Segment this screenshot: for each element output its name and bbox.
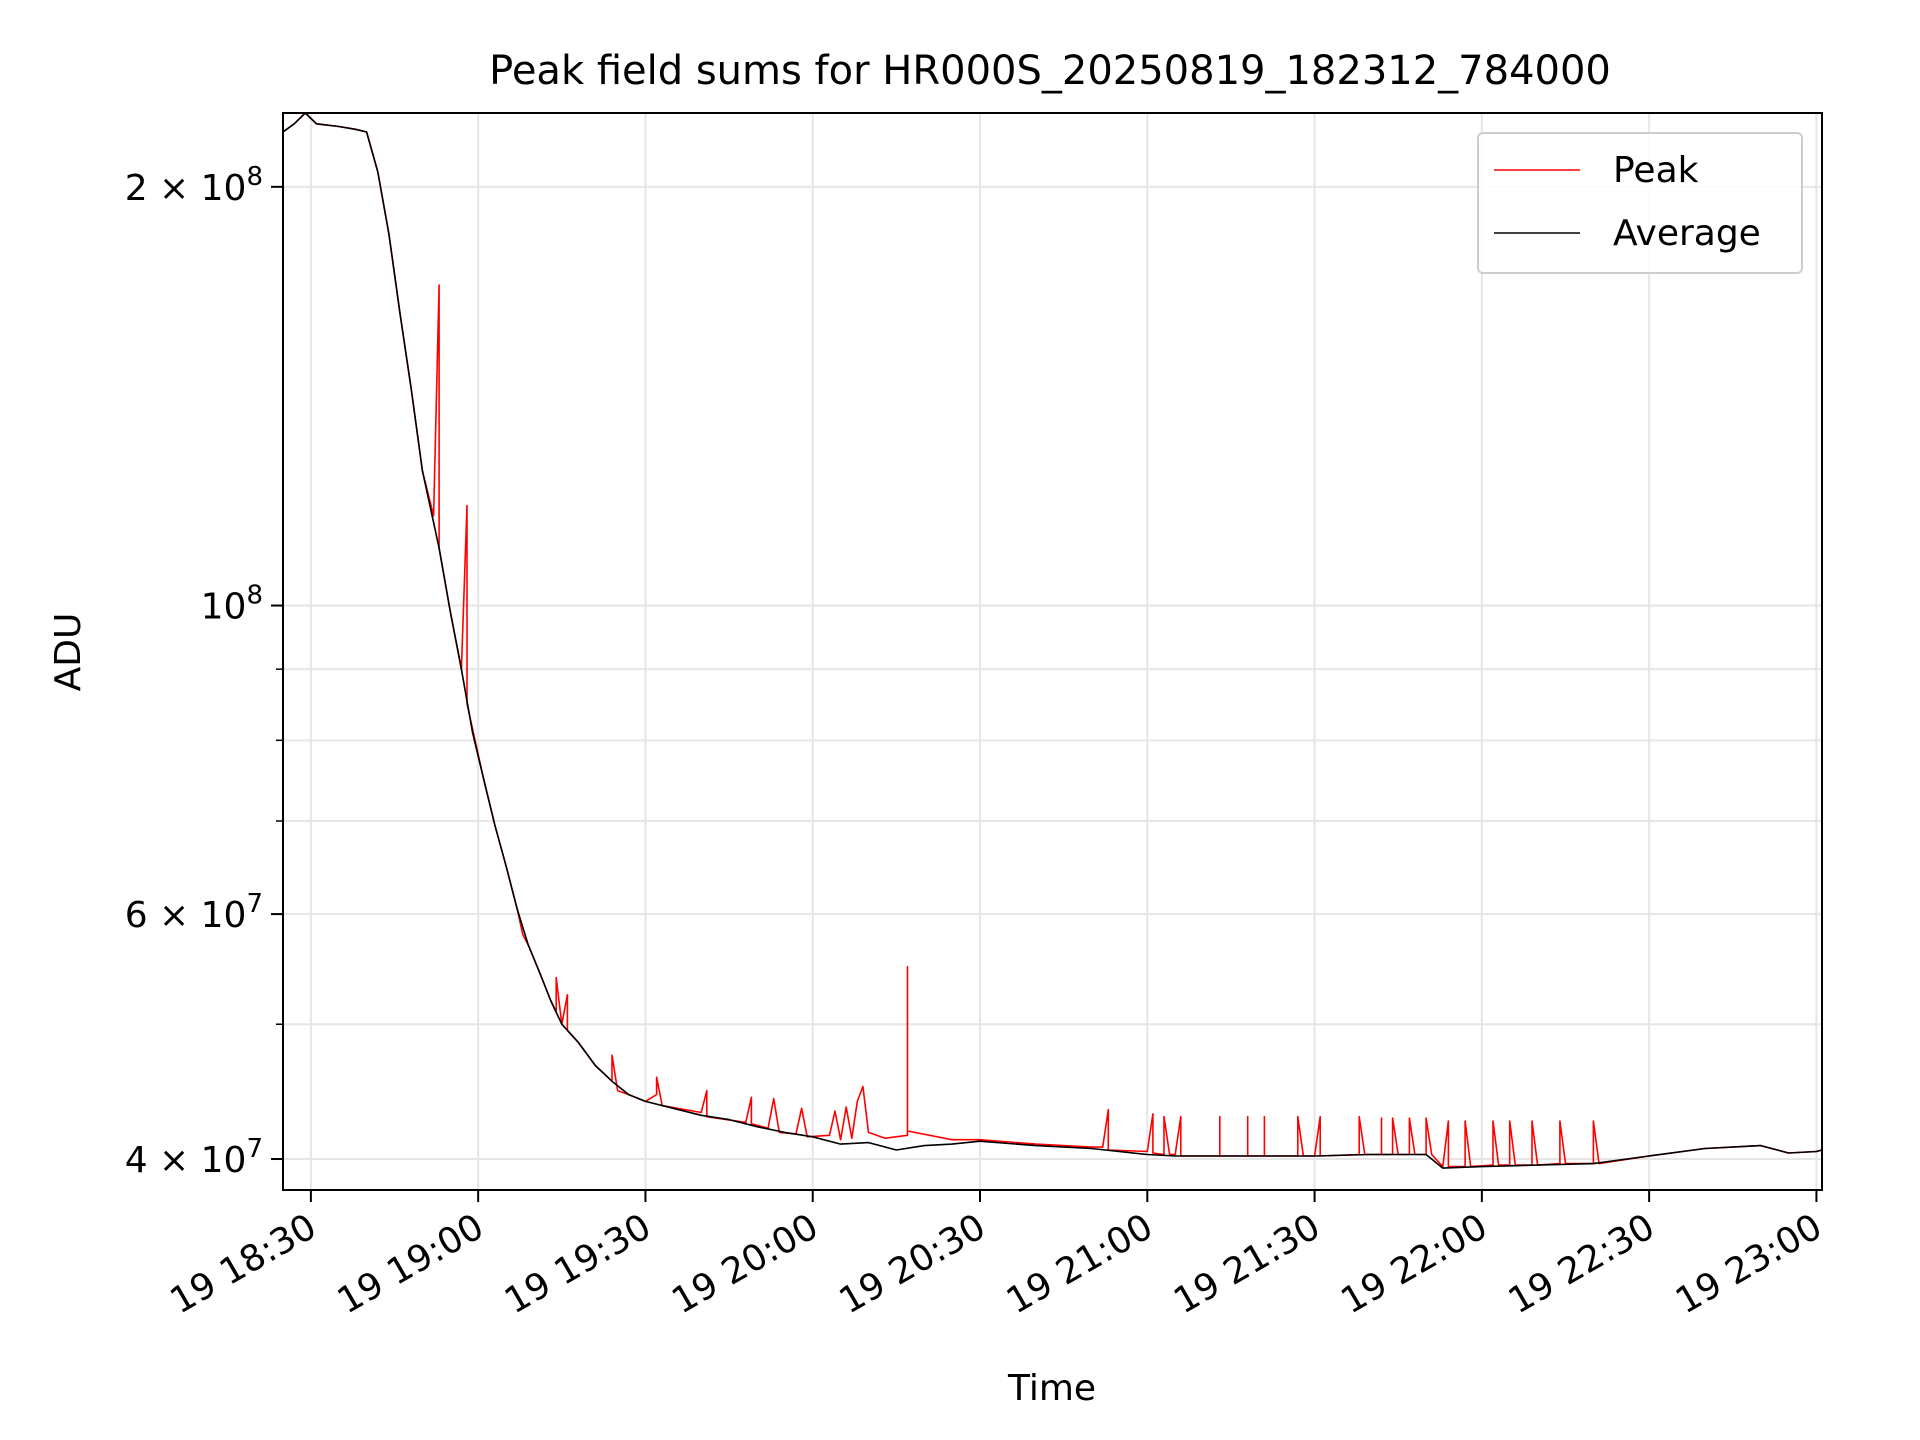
y-tick-label: 6 × 107 bbox=[125, 889, 263, 936]
plot-series bbox=[282, 112, 1823, 1169]
y-axis-label: ADU bbox=[48, 613, 89, 692]
y-tick-label: 4 × 107 bbox=[125, 1134, 263, 1181]
series-line-average bbox=[282, 112, 1823, 1169]
chart-title: Peak field sums for HR000S_20250819_1823… bbox=[489, 48, 1611, 94]
legend-peak-label: Peak bbox=[1613, 150, 1699, 191]
axes-frame bbox=[282, 112, 1823, 1191]
legend-average-label: Average bbox=[1613, 213, 1761, 254]
x-axis-label: Time bbox=[1007, 1368, 1096, 1409]
y-tick-label: 2 × 108 bbox=[125, 162, 263, 209]
legend: Peak Average bbox=[1477, 132, 1803, 274]
legend-box bbox=[1477, 132, 1803, 274]
